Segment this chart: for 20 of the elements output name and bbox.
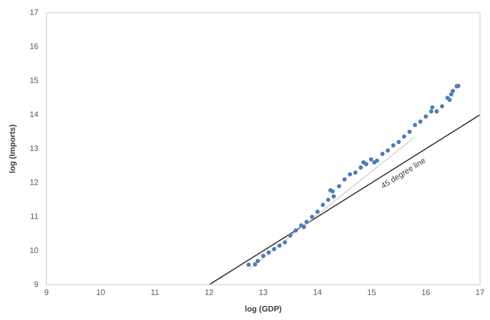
x-tick-label: 15 <box>367 288 377 297</box>
x-axis-title: log (GDP) <box>244 304 282 314</box>
y-tick-label: 13 <box>30 144 40 154</box>
x-tick-label: 16 <box>421 288 431 297</box>
y-tick-label: 10 <box>30 246 40 256</box>
y-tick-label: 9 <box>34 280 40 290</box>
y-tick-label: 11 <box>30 212 40 222</box>
x-tick-label: 14 <box>312 288 322 297</box>
y-tick-label: 12 <box>30 178 40 188</box>
y-tick-label: 17 <box>30 8 40 18</box>
x-tick-label: 9 <box>44 288 50 297</box>
x-tick-label: 17 <box>476 288 485 297</box>
y-tick-label: 14 <box>30 110 40 120</box>
x-tick-label: 10 <box>96 288 106 297</box>
y-tick-label: 15 <box>30 76 40 86</box>
x-tick-label: 11 <box>150 288 160 297</box>
x-tick-label: 13 <box>258 288 268 297</box>
y-axis-title: log (Imports) <box>8 124 18 174</box>
x-tick-label: 12 <box>204 288 214 297</box>
y-tick-label: 16 <box>30 42 40 52</box>
